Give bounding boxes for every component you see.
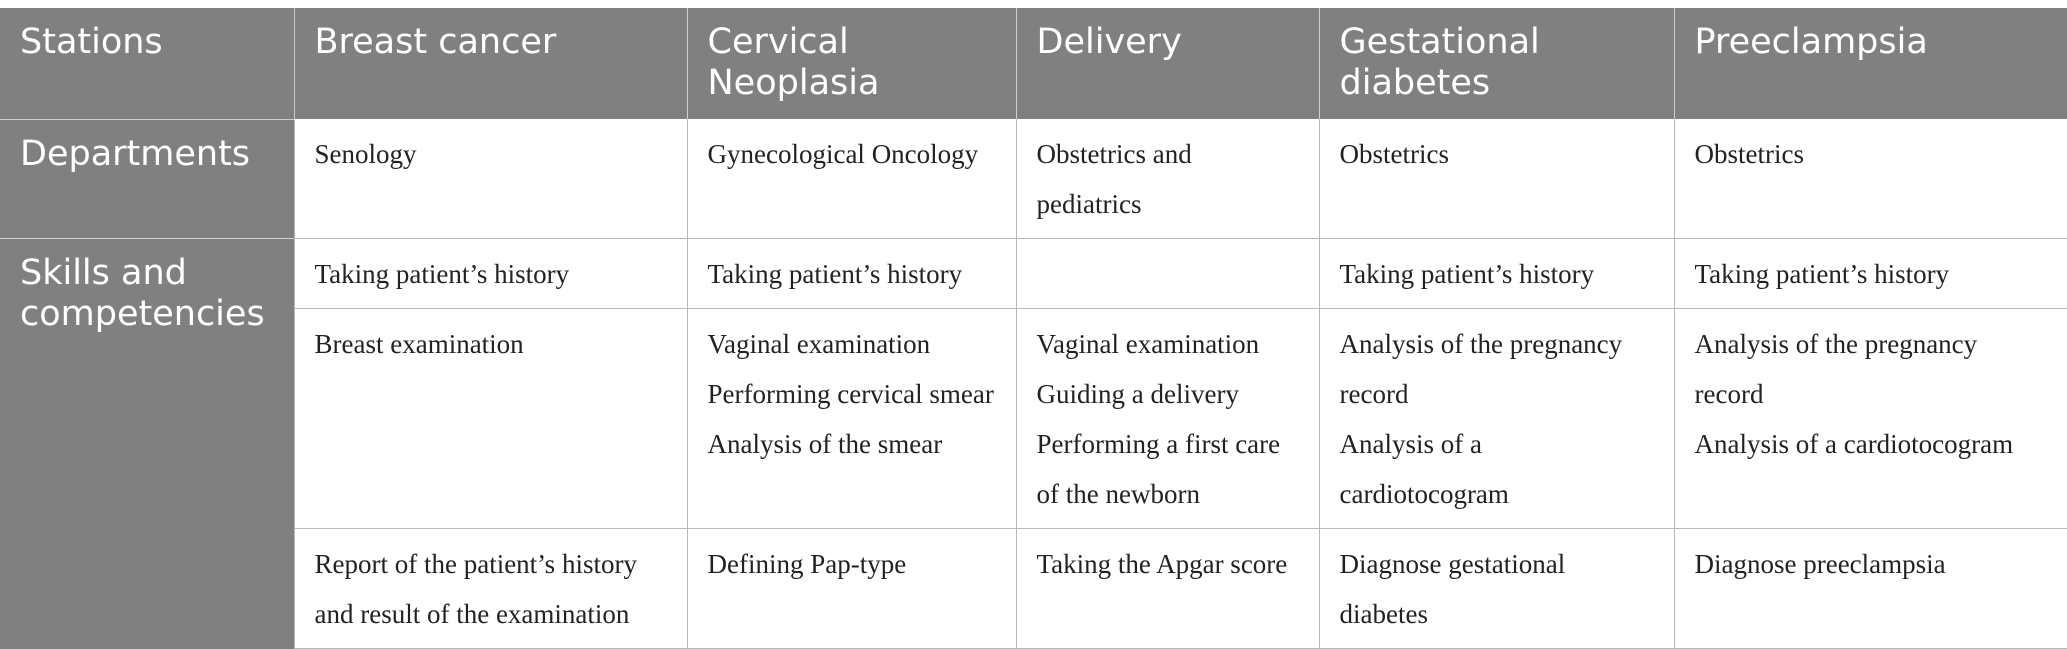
header-cervical-neoplasia: Cervical Neoplasia xyxy=(687,8,1017,119)
table-cell: Senology xyxy=(293,119,687,239)
header-preeclampsia: Preeclampsia xyxy=(1674,8,2067,119)
table-cell: Gynecological Oncology xyxy=(686,119,1016,239)
table-cell: Obstetrics xyxy=(1318,119,1674,239)
header-gestational-diabetes: Gestational diabetes xyxy=(1319,8,1675,119)
table-row-departments: Departments Senology Gynecological Oncol… xyxy=(0,118,2067,239)
cell-line: Vaginal examination xyxy=(1036,329,1260,359)
table-cell: Breast examination xyxy=(293,308,687,529)
header-stations: Stations xyxy=(0,8,295,119)
table-cell: Taking patient’s history xyxy=(1318,238,1674,309)
cell-line: Vaginal examination xyxy=(707,329,931,359)
cell-line: Performing a first care of the newborn xyxy=(1036,429,1281,509)
cell-line: Guiding a delivery xyxy=(1036,379,1239,409)
table-cell: Defining Pap-type xyxy=(686,528,1016,649)
cell-line: Analysis of the pregnancy record xyxy=(1339,329,1623,409)
cell-line: Diagnose preeclampsia xyxy=(1694,549,1946,579)
cell-line: Defining Pap-type xyxy=(707,549,907,579)
table-cell: Diagnose gestational diabetes xyxy=(1318,528,1674,649)
table-row-skills: Skills and competencies Taking patient’s… xyxy=(0,238,2067,649)
header-row: Stations Breast cancer Cervical Neoplasi… xyxy=(0,8,2067,119)
table-cell: Obstetrics xyxy=(1673,119,2067,239)
cell-line: Taking patient’s history xyxy=(314,259,570,289)
table-cell: Obstetrics and pediatrics xyxy=(1015,119,1319,239)
cell-line: Taking the Apgar score xyxy=(1036,549,1288,579)
table-cell: Taking patient’s history xyxy=(293,238,687,309)
table-row-skills: Report of the patient’s history and resu… xyxy=(0,528,2067,649)
table-header: Stations Breast cancer Cervical Neoplasi… xyxy=(0,8,2067,119)
table-cell: Analysis of the pregnancy record Analysi… xyxy=(1318,308,1674,529)
table-row-skills: Breast examination Vaginal examination P… xyxy=(0,308,2067,529)
cell-line: Taking patient’s history xyxy=(1694,259,1950,289)
header-breast-cancer: Breast cancer xyxy=(294,8,688,119)
cell-line: Taking patient’s history xyxy=(1339,259,1595,289)
table-body: Departments Senology Gynecological Oncol… xyxy=(0,118,2067,649)
table-cell: Taking patient’s history xyxy=(686,238,1016,309)
cell-line: Analysis of the pregnancy record xyxy=(1694,329,1978,409)
table-cell: Report of the patient’s history and resu… xyxy=(293,528,687,649)
cell-line: Analysis of a cardiotocogram xyxy=(1694,429,2014,459)
table-cell xyxy=(1015,238,1319,309)
cell-line: Analysis of the smear xyxy=(707,429,943,459)
table-cell: Analysis of the pregnancy record Analysi… xyxy=(1673,308,2067,529)
cell-line: Taking patient’s history xyxy=(707,259,963,289)
row-label-skills-and-competencies: Skills and competencies xyxy=(0,238,294,649)
table-cell: Taking patient’s history xyxy=(1673,238,2067,309)
cell-line: Performing cervical smear xyxy=(707,379,994,409)
cell-line: Report of the patient’s history and resu… xyxy=(314,549,637,629)
table-cell: Diagnose preeclampsia xyxy=(1673,528,2067,649)
cell-line: Diagnose gestational diabetes xyxy=(1339,549,1566,629)
cell-line: Analysis of a cardiotocogram xyxy=(1339,429,1509,509)
header-delivery: Delivery xyxy=(1016,8,1320,119)
row-label-departments: Departments xyxy=(0,118,294,239)
stations-table: Stations Breast cancer Cervical Neoplasi… xyxy=(0,8,2067,649)
stations-table-container: Stations Breast cancer Cervical Neoplasi… xyxy=(0,8,2067,649)
cell-line: Breast examination xyxy=(314,329,524,359)
table-cell: Vaginal examination Guiding a delivery P… xyxy=(1015,308,1319,529)
table-cell: Taking the Apgar score xyxy=(1015,528,1319,649)
table-cell: Vaginal examination Performing cervical … xyxy=(686,308,1016,529)
